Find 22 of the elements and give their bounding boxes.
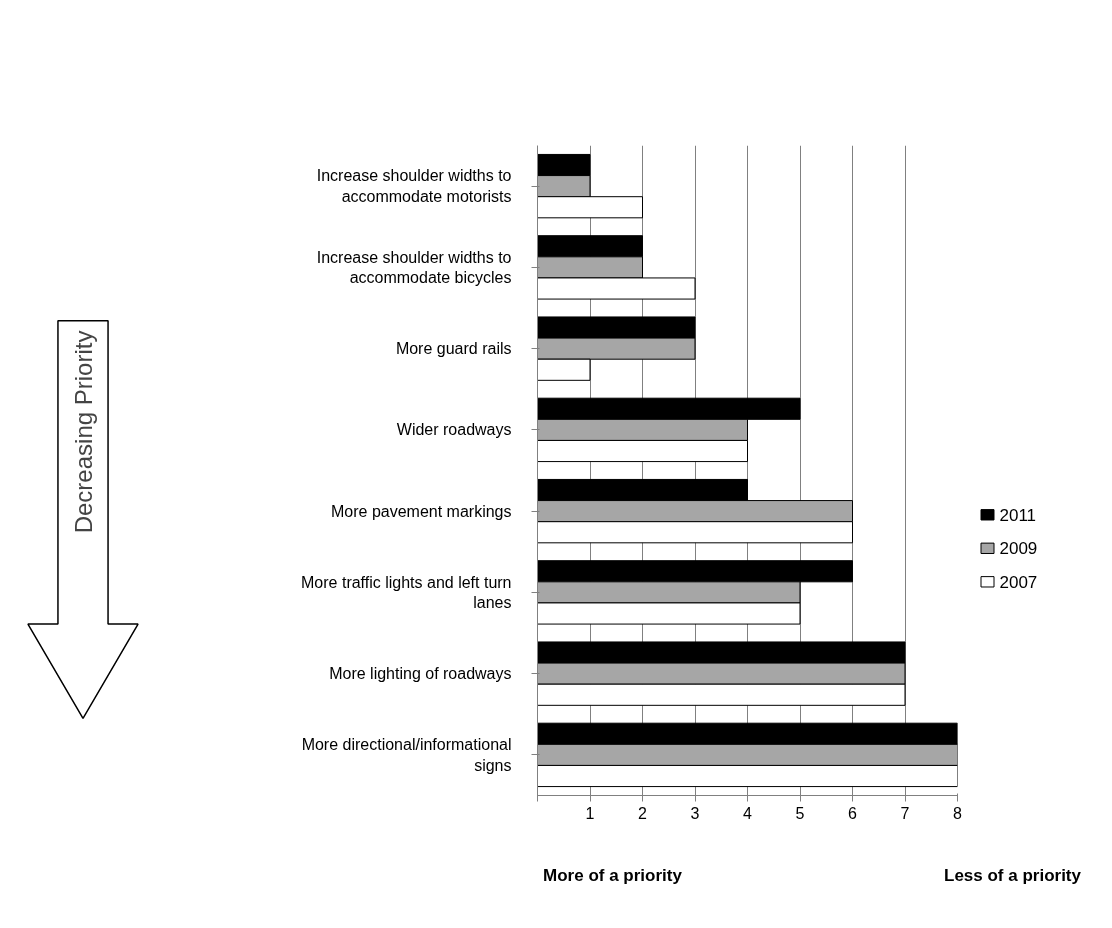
x-tick-label: 4 <box>743 804 753 822</box>
text: Less of a priority <box>944 866 1082 885</box>
legend-label: 2009 <box>999 539 1038 559</box>
x-tick-label: 6 <box>848 804 858 822</box>
y-tick-label: More guard rails <box>395 340 512 358</box>
x-tick-label: 2 <box>638 804 648 822</box>
y-tick-label: Increase shoulder widths to accommodate motorists <box>316 167 512 205</box>
y-tick-label: Wider roadways <box>396 421 512 439</box>
y-tick-label: More pavement markings <box>330 502 512 520</box>
text: Decreasing Priority <box>69 330 97 534</box>
legend-label: 2007 <box>999 572 1038 592</box>
y-tick-label: More lighting of roadways <box>329 665 512 683</box>
x-tick-label: 5 <box>795 804 805 822</box>
x-tick-label: 3 <box>690 804 700 822</box>
x-tick-label: 1 <box>585 804 595 822</box>
x-tick-label: 7 <box>900 804 910 822</box>
text: More of a priority <box>543 866 683 885</box>
legend-label: 2011 <box>999 505 1037 525</box>
y-tick-label: More traffic lights and left turn lanes <box>301 573 512 612</box>
x-tick-label: 8 <box>953 804 963 822</box>
y-tick-label: Increase shoulder widths to accommodate bicycles <box>316 248 512 287</box>
y-tick-label: More directional/informational signs <box>301 736 512 774</box>
